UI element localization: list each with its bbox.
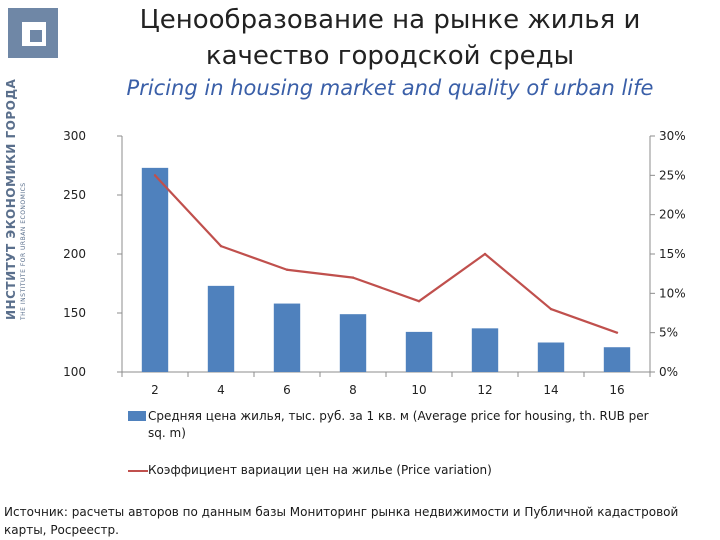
bar [273, 303, 301, 372]
bar [405, 331, 433, 372]
y-right-tick-label: 5% [659, 326, 678, 340]
y-left-tick-label: 200 [63, 247, 86, 261]
line-point [483, 252, 487, 256]
series-line [154, 174, 618, 334]
slide-title-en: Pricing in housing market and quality of… [126, 76, 654, 100]
bar [537, 342, 565, 372]
y-right-tick-label: 20% [659, 208, 686, 222]
legend-item-bar: Средняя цена жилья, тыс. руб. за 1 кв. м… [128, 408, 668, 442]
bar [471, 328, 499, 372]
bar [141, 167, 169, 372]
x-tick-label: 4 [217, 383, 225, 397]
bar [603, 347, 631, 372]
x-tick-label: 8 [349, 383, 357, 397]
line-point [153, 174, 157, 177]
y-right-tick-label: 25% [659, 168, 686, 182]
x-tick-label: 2 [151, 383, 159, 397]
line-point [351, 276, 355, 279]
legend-line-label: Коэффициент вариации цен на жилье (Price… [148, 463, 492, 477]
y-left-tick-label: 300 [63, 129, 86, 143]
y-left-tick-label: 250 [63, 188, 86, 202]
line-point [219, 244, 223, 248]
x-tick-label: 6 [283, 383, 291, 397]
line-point [615, 331, 619, 334]
y-right-tick-label: 15% [659, 247, 686, 261]
legend-line-swatch [128, 470, 148, 472]
legend-item-line: Коэффициент вариации цен на жилье (Price… [128, 462, 668, 479]
logo-inner-square-icon [30, 30, 42, 42]
slide-title-ru: Ценообразование на рынке жилья и качеств… [139, 5, 641, 71]
y-left-tick-label: 150 [63, 306, 86, 320]
line-point [417, 300, 421, 303]
y-right-tick-label: 10% [659, 286, 686, 300]
y-left-tick-label: 100 [63, 365, 86, 379]
y-right-tick-label: 0% [659, 365, 678, 379]
institute-logo [8, 8, 58, 58]
x-tick-label: 16 [609, 383, 624, 397]
x-tick-label: 14 [543, 383, 558, 397]
legend-bar-label: Средняя цена жилья, тыс. руб. за 1 кв. м… [148, 409, 649, 440]
x-tick-label: 12 [477, 383, 492, 397]
line-point [285, 268, 289, 271]
y-right-tick-label: 30% [659, 129, 686, 143]
bar [207, 285, 235, 372]
source-note: Источник: расчеты авторов по данным базы… [4, 505, 679, 537]
line-point [549, 307, 553, 311]
bar [339, 314, 367, 372]
x-tick-label: 10 [411, 383, 426, 397]
legend-bar-swatch [128, 411, 146, 421]
chart-legend: Средняя цена жилья, тыс. руб. за 1 кв. м… [128, 408, 668, 479]
